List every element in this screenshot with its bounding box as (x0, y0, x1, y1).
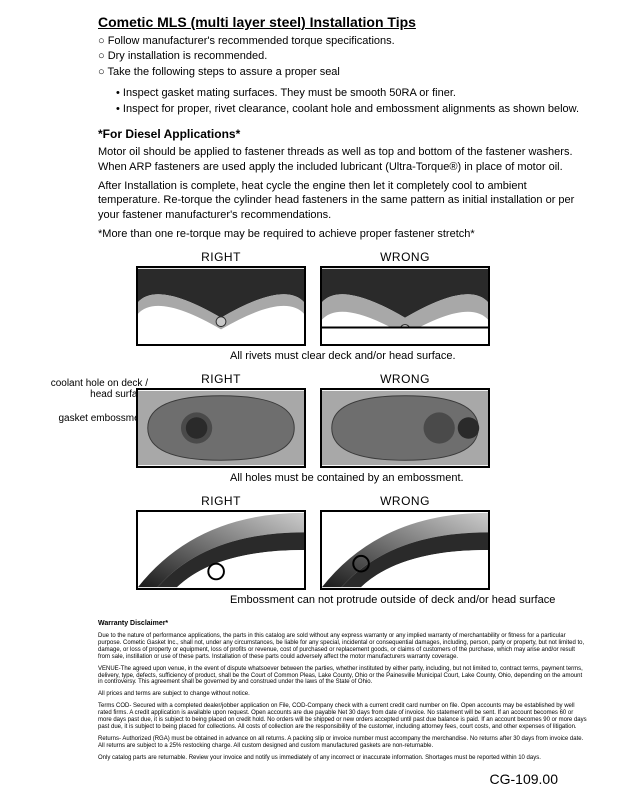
diesel-p1: Motor oil should be applied to fastener … (98, 145, 588, 175)
fig-right-2: RIGHT (136, 372, 306, 468)
disclaimer-p3: All prices and terms are subject to chan… (98, 691, 588, 698)
fig-right-1: RIGHT (136, 250, 306, 346)
diesel-p2: After Installation is complete, heat cyc… (98, 179, 588, 224)
page-title: Cometic MLS (multi layer steel) Installa… (98, 14, 588, 30)
label-wrong-2: WRONG (320, 372, 490, 386)
caption-3: Embossment can not protrude outside of d… (230, 594, 588, 606)
figure-row-3: RIGHT WRONG (38, 494, 588, 590)
fig-wrong-3: WRONG (320, 494, 490, 590)
page-number: CG-109.00 (38, 771, 558, 787)
disclaimer-head: Warranty Disclaimer* (98, 620, 588, 628)
fig-right-3: RIGHT (136, 494, 306, 590)
diagram-hole-right (136, 388, 306, 468)
disclaimer-p6: Only catalog parts are returnable. Revie… (98, 755, 588, 762)
diagram-hole-wrong (320, 388, 490, 468)
disclaimer-p4: Terms COD- Secured with a completed deal… (98, 703, 588, 731)
label-wrong: WRONG (320, 250, 490, 264)
callout-emboss: gasket embossment (46, 413, 148, 424)
bullet-1: Follow manufacturer's recommended torque… (98, 34, 588, 49)
diagram-rivet-wrong (320, 266, 490, 346)
figure-row-1: RIGHT WRONG (38, 250, 588, 346)
disclaimer-p1: Due to the nature of performance applica… (98, 633, 588, 661)
diesel-note: *More than one re-torque may be required… (98, 227, 588, 242)
label-right-2: RIGHT (136, 372, 306, 386)
disclaimer-p2: VENUE-The agreed upon venue, in the even… (98, 666, 588, 687)
bullet-3: Take the following steps to assure a pro… (98, 65, 588, 80)
label-right: RIGHT (136, 250, 306, 264)
diesel-heading: *For Diesel Applications* (98, 127, 588, 141)
diagram-emboss-right (136, 510, 306, 590)
sub-bullet-1: Inspect gasket mating surfaces. They mus… (116, 86, 588, 101)
fig-wrong-2: WRONG (320, 372, 490, 468)
diagram-rivet-right (136, 266, 306, 346)
diagram-emboss-wrong (320, 510, 490, 590)
sub-bullets: Inspect gasket mating surfaces. They mus… (38, 86, 588, 117)
fig-wrong-1: WRONG (320, 250, 490, 346)
figures-block: RIGHT WRONG (38, 250, 588, 606)
caption-2: All holes must be contained by an emboss… (230, 472, 588, 484)
sub-bullet-2: Inspect for proper, rivet clearance, coo… (116, 102, 588, 117)
disclaimer-p5: Returns- Authorized (RGA) must be obtain… (98, 736, 588, 750)
bullet-2: Dry installation is recommended. (98, 49, 588, 64)
caption-1: All rivets must clear deck and/or head s… (230, 350, 588, 362)
label-right-3: RIGHT (136, 494, 306, 508)
warranty-disclaimer: Warranty Disclaimer* Due to the nature o… (98, 620, 588, 761)
document-page: Cometic MLS (multi layer steel) Installa… (0, 0, 618, 797)
main-bullets: Follow manufacturer's recommended torque… (38, 34, 588, 80)
callout-coolant: coolant hole on deck / head surface (46, 378, 148, 400)
label-wrong-3: WRONG (320, 494, 490, 508)
